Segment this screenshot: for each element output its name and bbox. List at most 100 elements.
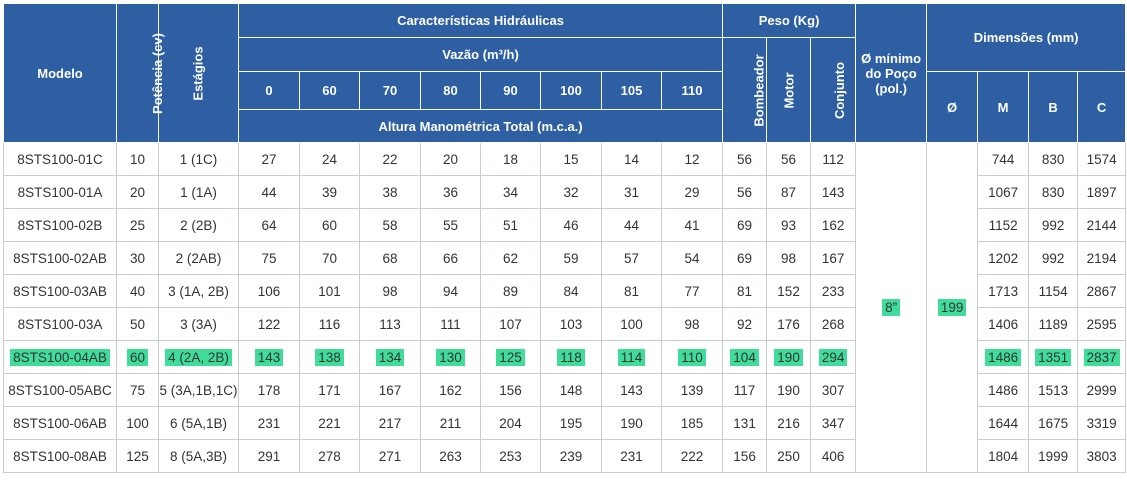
cell-altura: 110 (660, 340, 724, 374)
cell-altura: 162 (420, 373, 481, 407)
cell-altura: 125 (480, 340, 541, 374)
cell-altura-highlight: 110 (678, 348, 706, 366)
cell-potencia: 50 (116, 307, 159, 341)
cell-altura: 217 (359, 406, 421, 440)
cell-conjunto: 112 (810, 142, 857, 176)
cell-estagios: 1 (1C) (158, 142, 239, 176)
cell-altura: 12 (660, 142, 724, 176)
cell-altura: 253 (480, 439, 541, 473)
cell-potencia: 10 (116, 142, 159, 176)
cell-altura: 134 (359, 340, 421, 374)
cell-motor: 176 (766, 307, 812, 341)
header-bombeador: Bombeador (722, 37, 768, 143)
cell-altura: 98 (660, 307, 724, 341)
header-dimensoes: Dimensões (mm) (926, 3, 1127, 72)
cell-altura: 278 (299, 439, 360, 473)
pump-spec-table: Modelo Potência (cv) Estágios Caracterís… (3, 3, 1127, 473)
cell-bombeador: 69 (722, 241, 768, 275)
cell-potencia: 60 (116, 340, 159, 374)
cell-altura: 106 (238, 274, 300, 308)
cell-altura: 231 (238, 406, 300, 440)
cell-motor: 56 (766, 142, 812, 176)
cell-dim-c: 2194 (1077, 241, 1127, 275)
cell-altura: 114 (601, 340, 662, 374)
cell-altura: 14 (601, 142, 662, 176)
cell-altura: 130 (420, 340, 481, 374)
header-m: M (977, 71, 1030, 143)
cell-altura: 122 (238, 307, 300, 341)
cell-altura: 171 (299, 373, 360, 407)
cell-altura: 44 (238, 175, 300, 209)
cell-altura: 291 (238, 439, 300, 473)
table-row: 8STS100-03A 50 3 (3A) 122 116 113 111 107 103 100… (3, 307, 1127, 341)
cell-altura: 98 (359, 274, 421, 308)
cell-altura: 84 (540, 274, 602, 308)
cell-bombeador: 117 (722, 373, 768, 407)
cell-dim-b-highlight: 1351 (1035, 348, 1072, 366)
cell-altura: 64 (238, 208, 300, 242)
cell-motor: 98 (766, 241, 812, 275)
cell-altura: 263 (420, 439, 481, 473)
cell-altura: 22 (359, 142, 421, 176)
cell-altura: 138 (299, 340, 360, 374)
cell-altura: 54 (660, 241, 724, 275)
cell-modelo: 8STS100-01A (3, 175, 117, 209)
cell-altura: 66 (420, 241, 481, 275)
cell-altura: 15 (540, 142, 602, 176)
cell-altura: 143 (601, 373, 662, 407)
cell-altura: 77 (660, 274, 724, 308)
cell-dim-b: 1351 (1028, 340, 1079, 374)
cell-bombeador: 92 (722, 307, 768, 341)
cell-altura: 148 (540, 373, 602, 407)
header-hidraulicas: Características Hidráulicas (237, 3, 724, 38)
cell-dim-b: 830 (1028, 142, 1079, 176)
cell-dim-c: 2144 (1077, 208, 1127, 242)
cell-motor: 93 (766, 208, 812, 242)
cell-altura: 32 (540, 175, 602, 209)
table-row: 8STS100-02B 25 2 (2B) 64 60 58 55 51 46 44 41 69 93 1… (3, 208, 1127, 242)
header-altura: Altura Manométrica Total (m.c.a.) (237, 109, 724, 143)
cell-altura: 60 (299, 208, 360, 242)
cell-conjunto: 294 (810, 340, 857, 374)
cell-modelo: 8STS100-06AB (3, 406, 117, 440)
cell-conjunto: 307 (810, 373, 857, 407)
cell-conjunto: 143 (810, 175, 857, 209)
poco-value: 8” (882, 299, 901, 316)
cell-altura-highlight: 114 (617, 348, 646, 366)
cell-altura: 75 (238, 241, 300, 275)
cell-bombeador: 156 (722, 439, 768, 473)
cell-potencia: 40 (116, 274, 159, 308)
table-row: 8STS100-06AB 100 6 (5A,1B) 231 221 217 211 204 1… (3, 406, 1127, 440)
cell-altura: 57 (601, 241, 662, 275)
header-potencia: Potência (cv) (116, 3, 165, 143)
cell-altura: 27 (238, 142, 300, 176)
header-diam: Ø (926, 71, 979, 143)
cell-altura: 55 (420, 208, 481, 242)
cell-altura: 89 (480, 274, 541, 308)
cell-altura: 58 (359, 208, 421, 242)
cell-altura: 59 (540, 241, 602, 275)
cell-conjunto: 167 (810, 241, 857, 275)
cell-dim-m: 1644 (977, 406, 1030, 440)
cell-dim-m: 1804 (977, 439, 1030, 473)
cell-dim-m: 1152 (977, 208, 1030, 242)
cell-altura: 190 (601, 406, 662, 440)
cell-altura-highlight: 125 (496, 348, 525, 366)
cell-modelo: 8STS100-03A (3, 307, 117, 341)
cell-altura: 107 (480, 307, 541, 341)
cell-altura-highlight: 134 (375, 348, 405, 366)
cell-modelo: 8STS100-08AB (3, 439, 117, 473)
cell-conjunto: 162 (810, 208, 857, 242)
cell-dim-m: 1067 (977, 175, 1030, 209)
cell-altura: 36 (420, 175, 481, 209)
cell-dim-b: 1999 (1028, 439, 1079, 473)
header-b: B (1028, 71, 1079, 143)
cell-potencia: 100 (116, 406, 159, 440)
cell-altura: 38 (359, 175, 421, 209)
cell-altura: 116 (299, 307, 360, 341)
cell-altura: 46 (540, 208, 602, 242)
cell-bombeador: 81 (722, 274, 768, 308)
cell-modelo: 8STS100-02B (3, 208, 117, 242)
cell-dim-c: 2595 (1077, 307, 1127, 341)
cell-conjunto: 268 (810, 307, 857, 341)
